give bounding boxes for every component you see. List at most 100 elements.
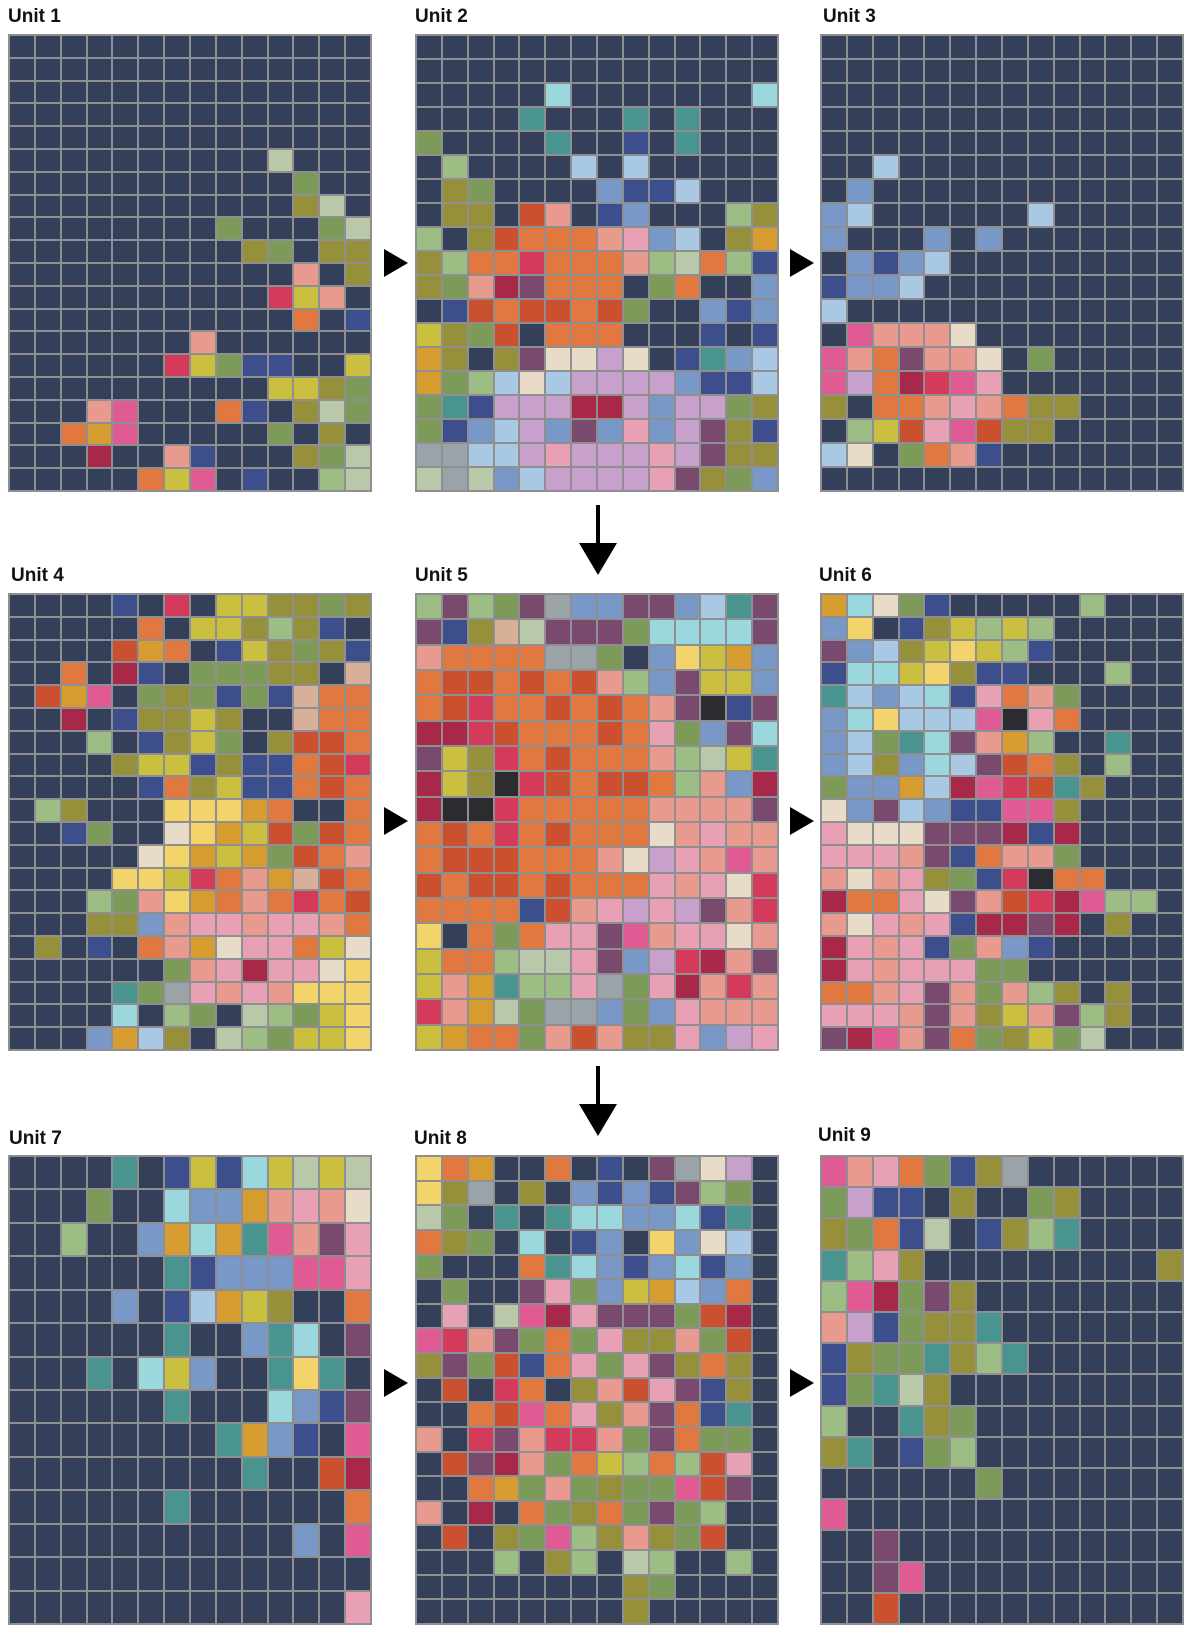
grid-cell <box>898 227 925 251</box>
grid-cell <box>976 685 1002 708</box>
grid-cell <box>976 1592 1002 1624</box>
grid-cell <box>215 685 242 708</box>
grid-cell <box>846 1249 873 1281</box>
grid-cell <box>319 1423 346 1457</box>
grid-cell <box>319 662 346 686</box>
grid-cell <box>872 958 899 982</box>
grid-cell <box>241 981 268 1005</box>
grid-cell <box>898 1592 925 1624</box>
grid-cell <box>190 1456 216 1491</box>
grid-cell <box>9 376 35 400</box>
grid-cell <box>1105 913 1132 936</box>
grid-cell <box>622 83 649 107</box>
grid-cell <box>898 395 925 419</box>
grid-cell <box>571 796 597 822</box>
grid-cell <box>345 308 371 332</box>
grid-cell <box>416 796 442 822</box>
grid-cell <box>597 1451 623 1477</box>
grid-cell <box>293 1256 320 1290</box>
grid-cell <box>1053 35 1080 59</box>
grid-cell <box>752 695 778 721</box>
grid-cell <box>1131 371 1158 395</box>
grid-cell <box>267 126 294 149</box>
grid-cell <box>190 445 216 469</box>
grid-cell <box>60 1356 87 1390</box>
grid-cell <box>571 898 597 924</box>
grid-cell <box>34 240 61 263</box>
grid-cell <box>190 594 216 617</box>
grid-cell <box>898 1187 925 1219</box>
grid-cell <box>1053 958 1080 982</box>
grid-cell <box>571 923 597 949</box>
grid-cell <box>622 619 649 645</box>
grid-cell <box>726 371 753 395</box>
grid-cell <box>674 619 701 645</box>
grid-cell <box>726 179 753 203</box>
grid-cell <box>293 616 320 640</box>
grid-cell <box>674 1525 701 1551</box>
grid-cell <box>950 35 977 59</box>
grid-cell <box>267 80 294 104</box>
grid-cell <box>545 1377 572 1403</box>
grid-cell <box>648 771 675 797</box>
grid-cell <box>519 1024 546 1050</box>
grid-cell <box>597 644 623 670</box>
grid-cell <box>950 299 977 323</box>
grid-cell <box>9 240 35 263</box>
grid-cell <box>752 1599 778 1624</box>
grid-cell <box>112 1289 139 1324</box>
grid-cell <box>1027 155 1054 179</box>
grid-cell <box>241 240 268 263</box>
grid-cell <box>86 262 113 286</box>
grid-cell <box>898 753 925 777</box>
grid-cell <box>622 371 649 395</box>
grid-cell <box>846 1405 873 1437</box>
grid-cell <box>519 1451 546 1477</box>
grid-cell <box>1053 1436 1080 1468</box>
grid-cell <box>752 155 778 179</box>
grid-cell <box>622 898 649 924</box>
grid-cell <box>597 1353 623 1378</box>
grid-cell <box>86 1590 113 1624</box>
grid-cell <box>112 354 139 377</box>
grid-cell <box>597 275 623 299</box>
grid-cell <box>319 1256 346 1290</box>
grid-cell <box>1079 913 1106 936</box>
grid-cell <box>138 445 165 469</box>
grid-cell <box>1157 1280 1183 1312</box>
grid-cell <box>846 395 873 419</box>
grid-cell <box>726 720 753 746</box>
grid-cell <box>1079 347 1106 371</box>
grid-cell <box>9 308 35 332</box>
grid-cell <box>622 467 649 491</box>
grid-cell <box>846 59 873 83</box>
grid-cell <box>622 59 649 83</box>
grid-cell <box>1079 844 1106 868</box>
grid-cell <box>267 1156 294 1190</box>
grid-cell <box>267 308 294 332</box>
grid-cell <box>215 422 242 446</box>
grid-cell <box>976 59 1002 83</box>
grid-cell <box>164 194 190 218</box>
grid-cell <box>164 730 190 754</box>
grid-cell <box>950 935 977 959</box>
grid-cell <box>597 594 623 620</box>
grid-cell <box>872 1218 899 1250</box>
grid-cell <box>241 217 268 241</box>
grid-cell <box>493 1377 520 1403</box>
grid-cell <box>950 1592 977 1624</box>
grid-cell <box>622 275 649 299</box>
grid-cell <box>846 347 873 371</box>
grid-cell <box>190 981 216 1005</box>
grid-cell <box>571 847 597 873</box>
grid-cell <box>1157 323 1183 347</box>
grid-cell <box>700 1377 727 1403</box>
grid-cell <box>138 1423 165 1457</box>
grid-cell <box>846 776 873 800</box>
grid-cell <box>112 80 139 104</box>
grid-cell <box>648 467 675 491</box>
grid-cell <box>519 822 546 848</box>
grid-cell <box>846 419 873 443</box>
grid-cell <box>1053 639 1080 663</box>
grid-cell <box>345 103 371 127</box>
